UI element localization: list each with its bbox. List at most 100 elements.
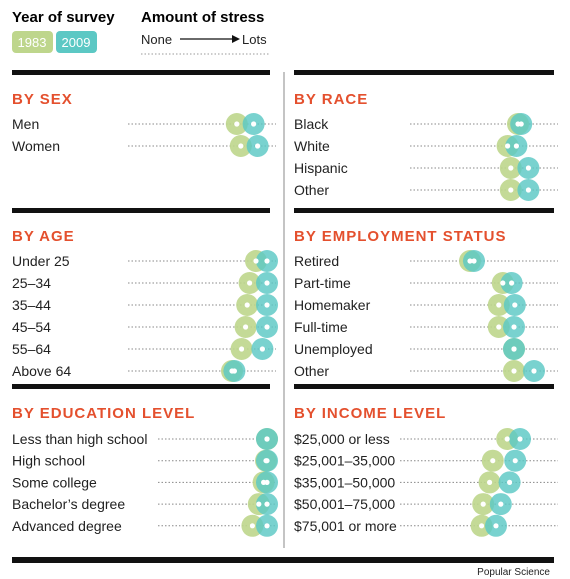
point-center-2009 bbox=[525, 165, 532, 171]
row-label: Women bbox=[12, 138, 60, 154]
row-label: High school bbox=[12, 453, 85, 469]
point-center-2009 bbox=[511, 324, 517, 330]
point-center-1983 bbox=[508, 187, 514, 193]
row-label: Above 64 bbox=[12, 363, 71, 379]
point-center-2009 bbox=[525, 187, 532, 193]
row-label: Hispanic bbox=[294, 160, 348, 176]
panel-rule bbox=[294, 384, 554, 389]
row-label: 35–44 bbox=[12, 297, 51, 313]
point-center-1983 bbox=[234, 121, 240, 127]
point-center-2009 bbox=[493, 523, 499, 529]
panel-by-employment-status: BY EMPLOYMENT STATUS Retired Part-time Home… bbox=[294, 208, 558, 382]
point-center-2009 bbox=[531, 368, 537, 374]
point-center-2009 bbox=[264, 258, 270, 264]
panels: BY SEX Men Women BY RACE Black White Hispanic O… bbox=[12, 70, 558, 537]
point-center-2009 bbox=[264, 302, 270, 308]
point-center-2009 bbox=[511, 346, 517, 352]
point-center-2009 bbox=[498, 501, 504, 507]
row-label: 55–64 bbox=[12, 341, 51, 357]
point-center-1983 bbox=[467, 258, 473, 264]
row-label: $50,001–75,000 bbox=[294, 496, 395, 512]
point-center-1983 bbox=[511, 368, 517, 374]
panel-title: BY SEX bbox=[12, 91, 73, 108]
bottom-rule bbox=[12, 557, 554, 563]
point-center-2009 bbox=[255, 143, 261, 149]
panel-title: BY RACE bbox=[294, 91, 368, 108]
panel-by-education-level: BY EDUCATION LEVEL Less than high school H… bbox=[12, 384, 278, 537]
row-label: $35,001–50,000 bbox=[294, 474, 395, 490]
row-label: White bbox=[294, 138, 330, 154]
point-center-1983 bbox=[500, 280, 506, 286]
panel-title: BY EMPLOYMENT STATUS bbox=[294, 228, 507, 245]
row-label: Advanced degree bbox=[12, 518, 122, 534]
row-label: 45–54 bbox=[12, 319, 51, 335]
point-center-2009 bbox=[264, 523, 270, 529]
panel-rule bbox=[12, 384, 270, 389]
credit-text: Popular Science bbox=[477, 567, 550, 578]
point-center-1983 bbox=[256, 501, 262, 507]
point-center-1983 bbox=[496, 302, 502, 308]
point-center-1983 bbox=[239, 346, 245, 352]
row-label: Unemployed bbox=[294, 341, 373, 357]
panel-rule bbox=[12, 70, 270, 75]
point-center-2009 bbox=[251, 121, 257, 127]
panel-rule bbox=[294, 70, 554, 75]
point-center-2009 bbox=[512, 302, 518, 308]
row-label: Other bbox=[294, 182, 329, 198]
point-center-1983 bbox=[496, 324, 502, 330]
point-center-2009 bbox=[517, 436, 523, 442]
panel-title: BY INCOME LEVEL bbox=[294, 405, 446, 422]
row-label: $25,001–35,000 bbox=[294, 453, 395, 469]
point-center-1983 bbox=[490, 458, 496, 464]
legend-label-2009: 2009 bbox=[62, 35, 91, 50]
point-center-2009 bbox=[259, 346, 265, 352]
point-center-1983 bbox=[508, 165, 514, 171]
point-center-2009 bbox=[264, 436, 270, 442]
point-center-1983 bbox=[480, 501, 486, 507]
panel-title: BY AGE bbox=[12, 228, 75, 245]
point-center-2009 bbox=[512, 458, 518, 464]
point-center-1983 bbox=[253, 258, 259, 264]
point-center-1983 bbox=[238, 143, 244, 149]
panel-by-race: BY RACE Black White Hispanic Other bbox=[294, 70, 558, 201]
row-label: $75,001 or more bbox=[294, 518, 397, 534]
point-center-1983 bbox=[247, 280, 253, 286]
row-label: Full-time bbox=[294, 319, 348, 335]
row-label: Part-time bbox=[294, 275, 351, 291]
row-label: Bachelor’s degree bbox=[12, 496, 125, 512]
panel-by-sex: BY SEX Men Women bbox=[12, 70, 276, 157]
point-center-2009 bbox=[518, 121, 524, 127]
row-label: 25–34 bbox=[12, 275, 51, 291]
row-label: $25,000 or less bbox=[294, 431, 390, 447]
row-label: Some college bbox=[12, 474, 97, 490]
point-center-2009 bbox=[231, 368, 237, 374]
legend-stress-title: Amount of stress bbox=[141, 9, 264, 26]
row-label: Retired bbox=[294, 253, 339, 269]
row-label: Other bbox=[294, 363, 329, 379]
point-center-1983 bbox=[504, 436, 510, 442]
panel-rule bbox=[294, 208, 554, 213]
point-center-1983 bbox=[505, 143, 511, 149]
point-center-2009 bbox=[264, 479, 270, 485]
point-center-2009 bbox=[509, 280, 515, 286]
point-center-1983 bbox=[487, 479, 493, 485]
legend-stress-none: None bbox=[141, 32, 172, 47]
point-center-1983 bbox=[479, 523, 485, 529]
point-center-2009 bbox=[264, 280, 270, 286]
legend-swatch-1983 bbox=[12, 31, 53, 53]
legend: Year of survey 1983 2009 Amount of stres… bbox=[12, 9, 270, 55]
point-center-2009 bbox=[264, 458, 270, 464]
row-label: Less than high school bbox=[12, 431, 147, 447]
legend-swatch-2009 bbox=[56, 31, 97, 53]
point-center-2009 bbox=[471, 258, 477, 264]
point-center-2009 bbox=[507, 479, 513, 485]
point-center-2009 bbox=[264, 324, 270, 330]
point-center-2009 bbox=[264, 501, 270, 507]
panel-rule bbox=[12, 208, 270, 213]
panel-by-income-level: BY INCOME LEVEL $25,000 or less $25,001–35… bbox=[294, 384, 558, 537]
point-center-2009 bbox=[513, 143, 520, 149]
legend-label-1983: 1983 bbox=[18, 35, 47, 50]
legend-arrow-head-icon bbox=[232, 35, 240, 43]
panel-title: BY EDUCATION LEVEL bbox=[12, 405, 195, 422]
